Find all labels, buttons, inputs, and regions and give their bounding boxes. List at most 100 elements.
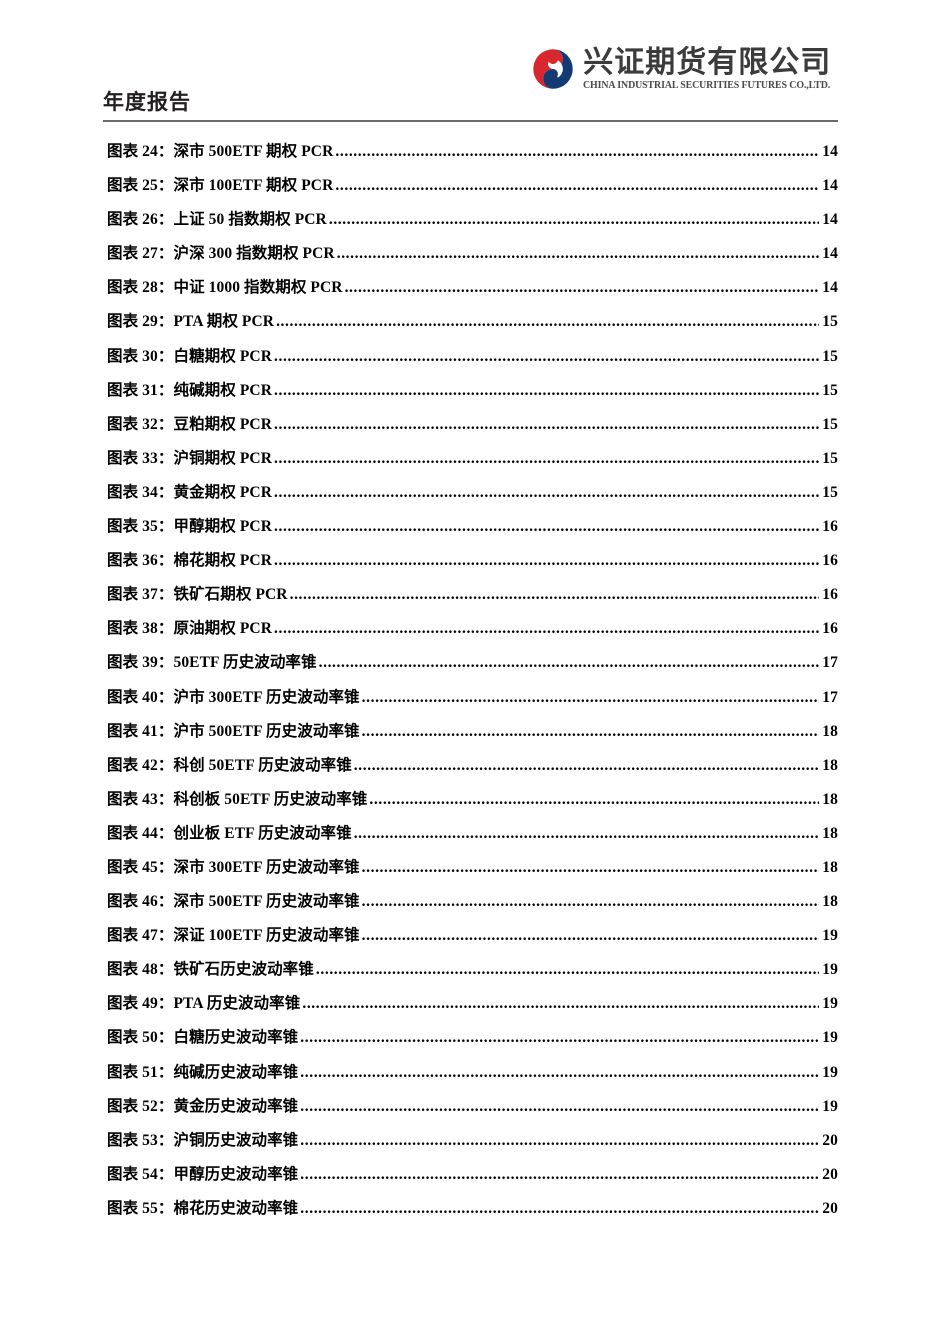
toc-entry[interactable]: 图表 29：PTA 期权 PCR 15 <box>103 309 838 343</box>
toc-leader-dots <box>300 1030 819 1046</box>
toc-entry-label: 图表 25：深市 100ETF 期权 PCR <box>107 177 334 195</box>
toc-entry[interactable]: 图表 42：科创 50ETF 历史波动率锥 18 <box>103 753 838 787</box>
toc-entry-label: 图表 45：深市 300ETF 历史波动率锥 <box>107 858 360 876</box>
toc-entry-label: 图表 52：黄金历史波动率锥 <box>107 1097 299 1115</box>
toc-entry-page-number: 18 <box>822 756 838 774</box>
toc-leader-dots <box>300 1201 819 1217</box>
toc-entry[interactable]: 图表 44：创业板 ETF 历史波动率锥 18 <box>103 821 838 855</box>
toc-entry[interactable]: 图表 28：中证 1000 指数期权 PCR 14 <box>103 275 838 309</box>
toc-entry-page-number: 18 <box>822 824 838 842</box>
toc-entry-page-number: 16 <box>822 586 838 604</box>
toc-entry[interactable]: 图表 55：棉花历史波动率锥 20 <box>103 1196 838 1230</box>
toc-entry[interactable]: 图表 30：白糖期权 PCR 15 <box>103 344 838 378</box>
toc-leader-dots <box>335 178 819 194</box>
toc-leader-dots <box>274 553 819 569</box>
toc-leader-dots <box>274 451 819 467</box>
table-of-contents: 图表 24：深市 500ETF 期权 PCR14图表 25：深市 100ETF … <box>103 139 838 1230</box>
toc-entry-page-number: 15 <box>822 449 838 467</box>
toc-entry-page-number: 16 <box>822 552 838 570</box>
toc-entry[interactable]: 图表 48：铁矿石历史波动率锥 19 <box>103 957 838 991</box>
toc-entry[interactable]: 图表 32：豆粕期权 PCR 15 <box>103 412 838 446</box>
toc-leader-dots <box>337 246 819 262</box>
toc-entry-page-number: 14 <box>822 245 838 263</box>
toc-leader-dots <box>345 280 819 296</box>
xingzheng-futures-swirl-icon <box>532 48 574 90</box>
toc-entry[interactable]: 图表 26：上证 50 指数期权 PCR 14 <box>103 207 838 241</box>
toc-entry-page-number: 19 <box>822 1063 838 1081</box>
toc-entry-page-number: 17 <box>822 688 838 706</box>
toc-leader-dots <box>300 1133 819 1149</box>
toc-entry[interactable]: 图表 33：沪铜期权 PCR 15 <box>103 446 838 480</box>
toc-entry-label: 图表 48：铁矿石历史波动率锥 <box>107 961 314 979</box>
toc-entry-label: 图表 37：铁矿石期权 PCR <box>107 586 288 604</box>
toc-entry-page-number: 18 <box>822 790 838 808</box>
toc-leader-dots <box>274 621 819 637</box>
toc-entry-label: 图表 46：深市 500ETF 历史波动率锥 <box>107 893 360 911</box>
toc-entry[interactable]: 图表 51：纯碱历史波动率锥 19 <box>103 1060 838 1094</box>
toc-entry-page-number: 20 <box>822 1165 838 1183</box>
toc-entry-page-number: 19 <box>822 1029 838 1047</box>
company-logo: 兴证期货有限公司 CHINA INDUSTRIAL SECURITIES FUT… <box>532 47 838 91</box>
toc-entry[interactable]: 图表 24：深市 500ETF 期权 PCR 14 <box>103 139 838 173</box>
toc-entry[interactable]: 图表 27：沪深 300 指数期权 PCR 14 <box>103 241 838 275</box>
toc-leader-dots <box>362 690 819 706</box>
toc-entry-page-number: 14 <box>822 211 838 229</box>
toc-entry-page-number: 19 <box>822 995 838 1013</box>
toc-entry[interactable]: 图表 52：黄金历史波动率锥 19 <box>103 1094 838 1128</box>
toc-entry-label: 图表 53：沪铜历史波动率锥 <box>107 1131 299 1149</box>
toc-entry[interactable]: 图表 41：沪市 500ETF 历史波动率锥 18 <box>103 719 838 753</box>
toc-entry-page-number: 15 <box>822 483 838 501</box>
toc-leader-dots <box>369 792 819 808</box>
toc-entry[interactable]: 图表 54：甲醇历史波动率锥 20 <box>103 1162 838 1196</box>
toc-leader-dots <box>362 860 819 876</box>
toc-entry[interactable]: 图表 45：深市 300ETF 历史波动率锥 18 <box>103 855 838 889</box>
toc-entry[interactable]: 图表 38：原油期权 PCR 16 <box>103 616 838 650</box>
toc-entry[interactable]: 图表 40：沪市 300ETF 历史波动率锥 17 <box>103 685 838 719</box>
toc-entry[interactable]: 图表 31：纯碱期权 PCR 15 <box>103 378 838 412</box>
company-name-en: CHINA INDUSTRIAL SECURITIES FUTURES CO.,… <box>583 79 831 91</box>
toc-entry-label: 图表 29：PTA 期权 PCR <box>107 313 275 331</box>
report-type-title: 年度报告 <box>103 91 191 114</box>
toc-entry[interactable]: 图表 50：白糖历史波动率锥 19 <box>103 1025 838 1059</box>
header-divider <box>103 120 838 122</box>
toc-leader-dots <box>362 894 819 910</box>
toc-leader-dots <box>274 519 819 535</box>
toc-leader-dots <box>362 928 819 944</box>
toc-entry[interactable]: 图表 35：甲醇期权 PCR 16 <box>103 514 838 548</box>
toc-entry[interactable]: 图表 34：黄金期权 PCR 15 <box>103 480 838 514</box>
toc-entry[interactable]: 图表 39：50ETF 历史波动率锥 17 <box>103 650 838 684</box>
toc-entry[interactable]: 图表 47：深证 100ETF 历史波动率锥 19 <box>103 923 838 957</box>
toc-entry-label: 图表 26：上证 50 指数期权 PCR <box>107 211 327 229</box>
toc-leader-dots <box>274 417 819 433</box>
toc-entry-page-number: 14 <box>822 279 838 297</box>
toc-entry[interactable]: 图表 46：深市 500ETF 历史波动率锥 18 <box>103 889 838 923</box>
toc-entry[interactable]: 图表 53：沪铜历史波动率锥 20 <box>103 1128 838 1162</box>
toc-entry[interactable]: 图表 37：铁矿石期权 PCR 16 <box>103 582 838 616</box>
toc-entry-label: 图表 30：白糖期权 PCR <box>107 347 273 365</box>
toc-leader-dots <box>362 724 819 740</box>
toc-entry-label: 图表 44：创业板 ETF 历史波动率锥 <box>107 824 352 842</box>
toc-entry-page-number: 18 <box>822 722 838 740</box>
toc-entry-page-number: 17 <box>822 654 838 672</box>
toc-entry-page-number: 15 <box>822 313 838 331</box>
toc-entry-page-number: 20 <box>822 1199 838 1217</box>
toc-entry[interactable]: 图表 49：PTA 历史波动率锥 19 <box>103 991 838 1025</box>
toc-entry-label: 图表 34：黄金期权 PCR <box>107 483 273 501</box>
toc-leader-dots <box>354 758 819 774</box>
toc-entry[interactable]: 图表 43：科创板 50ETF 历史波动率锥 18 <box>103 787 838 821</box>
toc-entry-label: 图表 54：甲醇历史波动率锥 <box>107 1165 299 1183</box>
toc-entry[interactable]: 图表 25：深市 100ETF 期权 PCR 14 <box>103 173 838 207</box>
page-header: 年度报告 兴证期货有限公司 CHINA INDUSTRIAL SECURITIE… <box>103 40 838 122</box>
toc-entry-label: 图表 41：沪市 500ETF 历史波动率锥 <box>107 722 360 740</box>
toc-entry-page-number: 18 <box>822 893 838 911</box>
toc-entry-page-number: 16 <box>822 518 838 536</box>
toc-entry-label: 图表 43：科创板 50ETF 历史波动率锥 <box>107 790 368 808</box>
toc-entry-page-number: 20 <box>822 1131 838 1149</box>
toc-entry-page-number: 16 <box>822 620 838 638</box>
toc-entry-label: 图表 38：原油期权 PCR <box>107 620 273 638</box>
toc-entry[interactable]: 图表 36：棉花期权 PCR 16 <box>103 548 838 582</box>
toc-entry-page-number: 15 <box>822 381 838 399</box>
toc-entry-label: 图表 55：棉花历史波动率锥 <box>107 1199 299 1217</box>
toc-entry-label: 图表 28：中证 1000 指数期权 PCR <box>107 279 343 297</box>
